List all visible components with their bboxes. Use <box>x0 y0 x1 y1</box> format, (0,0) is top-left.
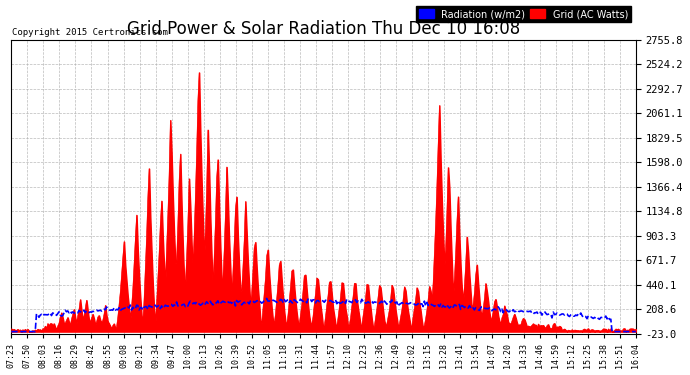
Text: Copyright 2015 Certronics.com: Copyright 2015 Certronics.com <box>12 28 168 37</box>
Title: Grid Power & Solar Radiation Thu Dec 10 16:08: Grid Power & Solar Radiation Thu Dec 10 … <box>127 20 520 38</box>
Legend: Radiation (w/m2), Grid (AC Watts): Radiation (w/m2), Grid (AC Watts) <box>416 6 631 22</box>
